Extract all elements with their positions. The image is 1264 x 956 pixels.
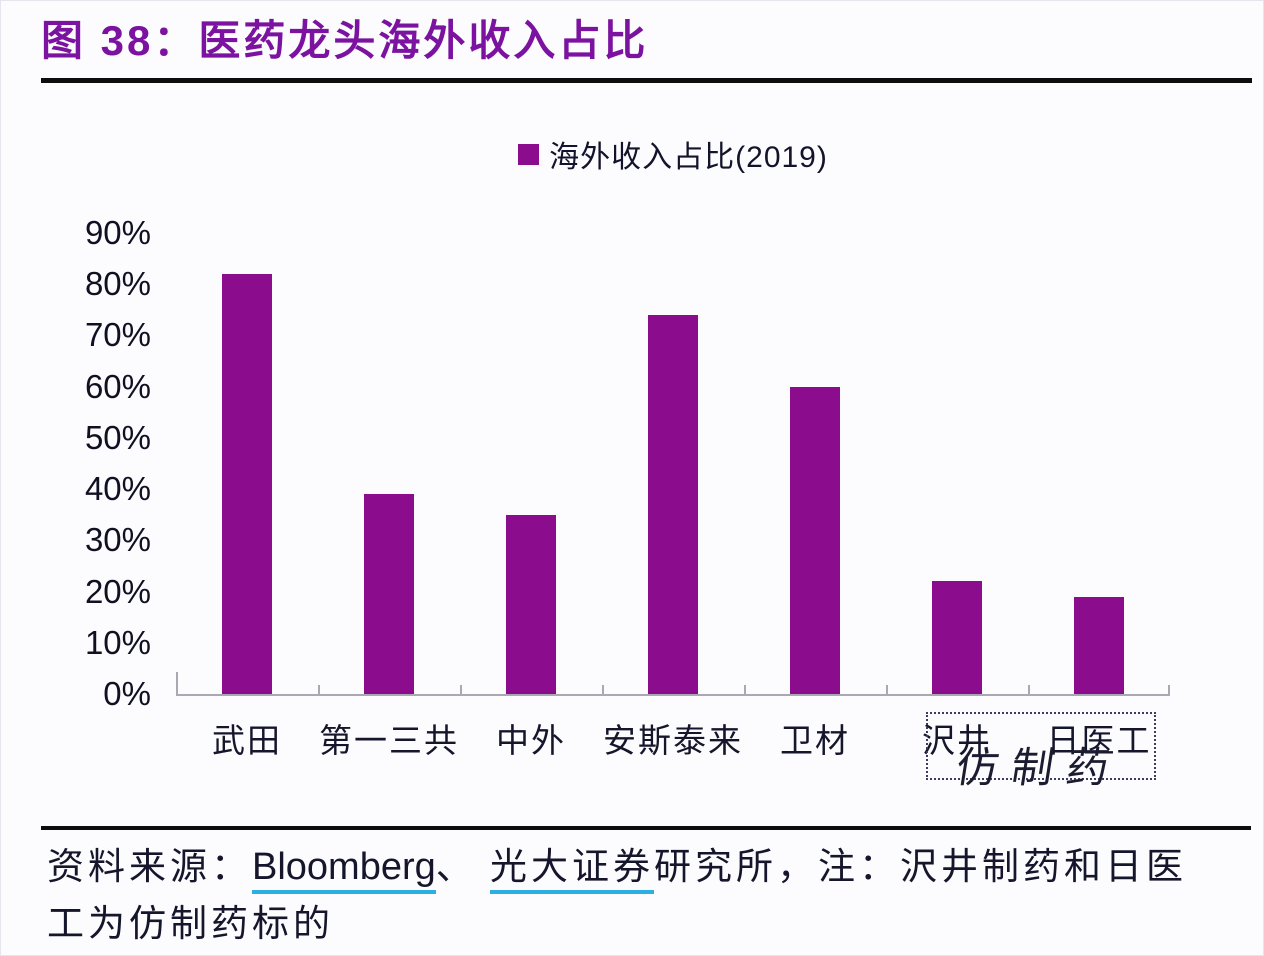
bar-武田 — [222, 273, 272, 694]
source-bloomberg: Bloomberg — [252, 846, 436, 894]
legend-swatch — [518, 143, 540, 165]
x-axis-tick — [176, 672, 178, 694]
chart-legend: 海外收入占比(2019) — [176, 132, 1170, 176]
source-note: 资料来源：Bloomberg、 光大证券研究所，注：沢井制药和日医工为仿制药标的 — [47, 839, 1247, 953]
y-tick-label: 70% — [84, 316, 151, 354]
x-label-武田: 武田 — [212, 724, 282, 760]
footer-divider — [41, 826, 1251, 830]
x-label-卫材: 卫材 — [780, 724, 850, 760]
y-tick-label: 30% — [84, 521, 151, 559]
x-axis-tick — [602, 685, 604, 694]
bar-安斯泰来 — [648, 314, 698, 694]
title-divider — [41, 78, 1252, 83]
bar-第一三共 — [364, 494, 414, 694]
x-axis-tick — [744, 685, 746, 694]
source-prefix: 资料来源： — [47, 847, 252, 888]
source-separator: 、 — [435, 847, 491, 888]
x-axis-tick — [1028, 685, 1030, 694]
source-everbright: 光大证券 — [490, 847, 655, 894]
legend-label: 海外收入占比(2019) — [549, 141, 828, 174]
x-axis-tick — [1168, 685, 1170, 694]
x-label-日医工: 日医工 — [1046, 724, 1152, 760]
y-tick-label: 40% — [84, 470, 151, 508]
source-note-line1: 研究所，注：沢井制药和日医 — [654, 847, 1188, 888]
figure-title: 图 38：医药龙头海外收入占比 — [41, 17, 649, 64]
x-axis-tick — [886, 685, 888, 694]
x-axis-tick — [318, 685, 320, 694]
bar-卫材 — [790, 386, 840, 694]
y-tick-label: 20% — [84, 572, 151, 610]
x-label-中外: 中外 — [496, 724, 566, 760]
y-tick-label: 0% — [103, 675, 151, 712]
y-tick-label: 50% — [84, 418, 151, 456]
x-label-沢井: 沢井 — [922, 724, 992, 760]
bar-日医工 — [1074, 596, 1124, 694]
generics-annotation: 仿制药 — [952, 746, 1125, 792]
x-axis-tick — [460, 685, 462, 694]
x-label-第一三共: 第一三共 — [319, 724, 459, 760]
y-tick-label: 10% — [84, 623, 151, 661]
x-label-安斯泰来: 安斯泰来 — [603, 724, 743, 760]
bar-沢井 — [932, 581, 982, 694]
source-note-line2: 工为仿制药标的 — [47, 904, 334, 945]
generics-group-box — [926, 712, 1156, 780]
y-tick-label: 60% — [84, 367, 151, 405]
y-tick-label: 80% — [84, 265, 151, 303]
bar-chart-plot-area — [176, 233, 1170, 696]
bar-中外 — [506, 514, 556, 694]
y-tick-label: 90% — [84, 214, 151, 251]
